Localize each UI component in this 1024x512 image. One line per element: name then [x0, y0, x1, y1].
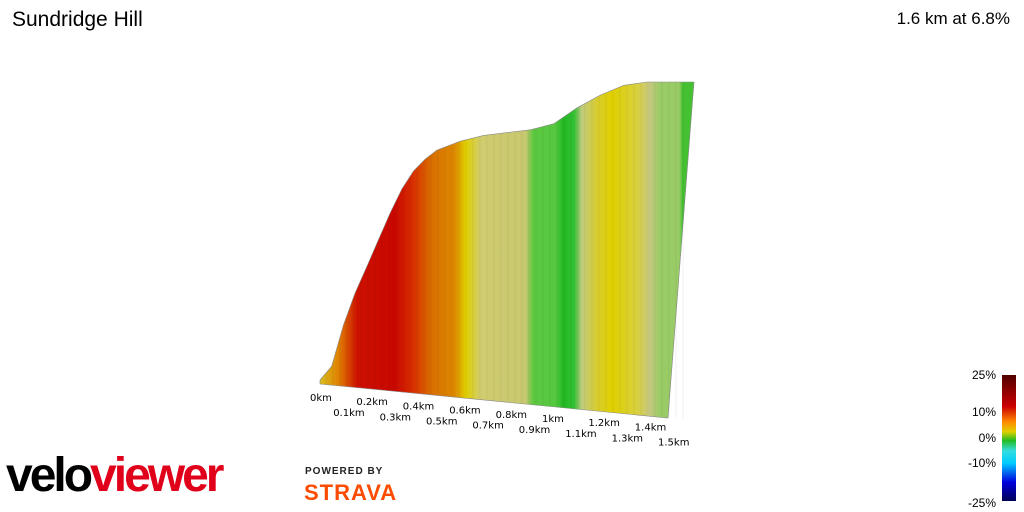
x-tick-label: 0.5km [426, 417, 457, 428]
scale-label-10: 10% [972, 405, 996, 419]
grade-color-scale [1002, 375, 1016, 501]
scale-label-neg25: -25% [968, 496, 996, 510]
x-tick-label: 0.8km [496, 410, 527, 421]
x-tick-label: 1.2km [588, 418, 619, 429]
segment-summary: 1.6 km at 6.8% [896, 9, 1010, 28]
x-tick-label: 0.4km [403, 401, 434, 412]
logo-viewer: viewer [90, 449, 224, 502]
profile-stripes [325, 83, 684, 419]
x-tick-label: 1km [542, 414, 564, 425]
scale-label-neg10: -10% [968, 456, 996, 470]
x-tick-label: 0.1km [333, 408, 364, 419]
x-tick-label: 1.3km [612, 433, 643, 444]
elevation-profile-area [319, 81, 695, 419]
x-axis-ticks: 0km0.1km0.2km0.3km0.4km0.5km0.6km0.7km0.… [310, 393, 689, 449]
powered-by-label: POWERED BY [305, 466, 384, 477]
strava-logo: STRAVA [304, 480, 398, 505]
x-tick-label: 0.2km [356, 397, 387, 408]
x-tick-label: 1.1km [565, 429, 596, 440]
x-tick-label: 0.7km [472, 421, 503, 432]
scale-label-25: 25% [972, 368, 996, 382]
veloviewer-logo: veloviewer [6, 448, 224, 503]
segment-title: Sundridge Hill [12, 8, 143, 31]
x-tick-label: 0.9km [519, 425, 550, 436]
x-tick-label: 0.3km [380, 412, 411, 423]
x-tick-label: 0km [310, 393, 332, 404]
x-tick-label: 1.4km [635, 422, 666, 433]
logo-velo: velo [6, 449, 93, 502]
x-tick-label: 0.6km [449, 406, 480, 417]
x-tick-label: 1.5km [658, 438, 689, 449]
scale-label-0: 0% [979, 431, 997, 445]
